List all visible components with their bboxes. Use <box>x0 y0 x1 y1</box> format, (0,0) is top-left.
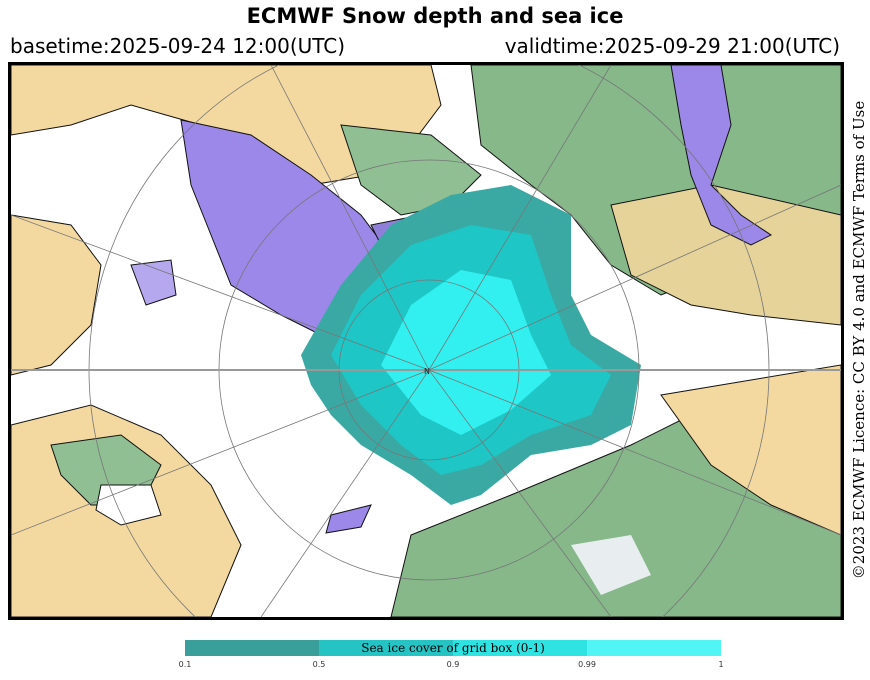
validtime-label: validtime:2025-09-29 21:00(UTC) <box>504 34 840 58</box>
map-frame: N <box>8 62 844 620</box>
sea-ice-high <box>381 270 551 435</box>
graticule <box>11 65 841 617</box>
licence-text-container: ©2023 ECMWF Licence: CC BY 4.0 and ECMWF… <box>848 70 870 610</box>
colorbar-tick: 0.5 <box>312 660 326 669</box>
colorbar-tick: 1 <box>718 660 724 669</box>
land-alaska-west <box>11 214 102 376</box>
colorbar-seg-3 <box>453 640 587 656</box>
colorbar <box>185 640 721 656</box>
snow-canada-west <box>130 259 177 306</box>
snow-russia-patches <box>571 535 651 595</box>
pole-label: N <box>424 367 430 376</box>
colorbar-seg-1 <box>185 640 319 656</box>
colorbar-tick: 0.99 <box>578 660 596 669</box>
land-siberia-tan <box>610 184 841 326</box>
land-novaya-zemlya <box>325 504 372 534</box>
snow-siberia-east <box>670 65 772 246</box>
colorbar-seg-2 <box>319 640 453 656</box>
colorbar-tick: 0.1 <box>178 660 192 669</box>
colorbar-seg-4 <box>587 640 721 656</box>
basetime-label: basetime:2025-09-24 12:00(UTC) <box>10 34 346 58</box>
colorbar-tick: 0.9 <box>446 660 460 669</box>
colorbar-title: Sea ice cover of grid box (0-1) <box>361 641 545 655</box>
licence-text: ©2023 ECMWF Licence: CC BY 4.0 and ECMWF… <box>850 100 868 580</box>
polar-map: N <box>11 65 841 617</box>
chart-title: ECMWF Snow depth and sea ice <box>246 4 624 28</box>
